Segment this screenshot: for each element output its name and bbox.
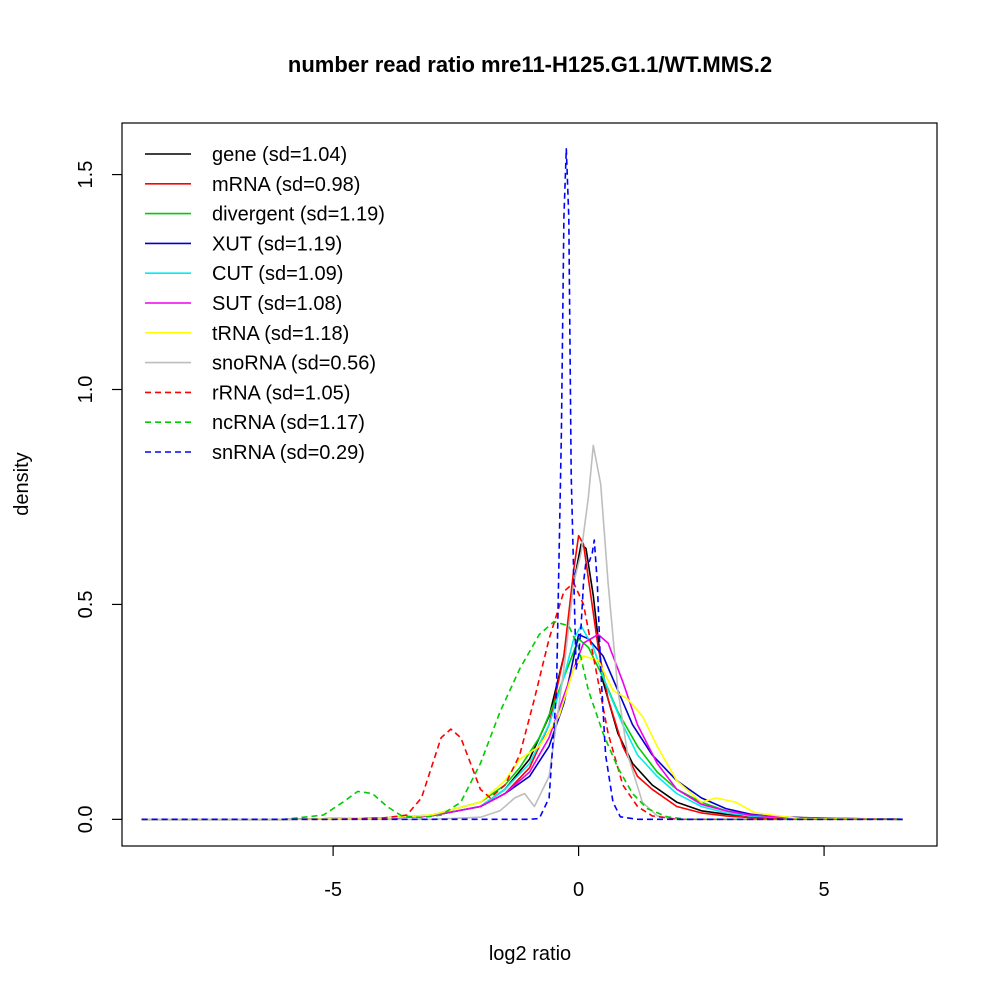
legend-label: snRNA (sd=0.29) bbox=[212, 442, 365, 464]
legend-label: SUT (sd=1.08) bbox=[212, 293, 342, 315]
x-axis-label: log2 ratio bbox=[489, 943, 571, 965]
series-line bbox=[141, 444, 903, 821]
legend-label: mRNA (sd=0.98) bbox=[212, 174, 360, 196]
x-tick-label: 5 bbox=[819, 879, 830, 901]
legend-label: snoRNA (sd=0.56) bbox=[212, 353, 376, 375]
x-tick-label: 0 bbox=[573, 879, 584, 901]
legend-label: ncRNA (sd=1.17) bbox=[212, 412, 365, 434]
series-line bbox=[141, 633, 903, 821]
series-line bbox=[141, 534, 903, 821]
series-line bbox=[141, 582, 903, 821]
y-tick-label: 1.5 bbox=[75, 161, 97, 189]
plot-frame bbox=[121, 122, 938, 847]
series-line bbox=[141, 625, 903, 821]
series-line bbox=[141, 655, 903, 821]
y-axis-label: density bbox=[11, 452, 33, 515]
series-line bbox=[141, 637, 903, 821]
y-tick-label: 1.0 bbox=[75, 376, 97, 404]
legend-label: divergent (sd=1.19) bbox=[212, 204, 385, 226]
legend-label: gene (sd=1.04) bbox=[212, 144, 347, 166]
chart-title: number read ratio mre11-H125.G1.1/WT.MMS… bbox=[288, 52, 772, 77]
y-tick-label: 0.5 bbox=[75, 591, 97, 619]
series-line bbox=[141, 620, 903, 821]
legend-label: CUT (sd=1.09) bbox=[212, 263, 343, 285]
series-line bbox=[141, 148, 903, 821]
legend-label: tRNA (sd=1.18) bbox=[212, 323, 349, 345]
axes: -5 0 5 0.0 0.5 1.0 1.5 bbox=[75, 161, 830, 901]
x-tick-label: -5 bbox=[324, 879, 342, 901]
legend-label: XUT (sd=1.19) bbox=[212, 233, 342, 255]
series-line bbox=[141, 633, 903, 821]
y-tick-label: 0.0 bbox=[75, 805, 97, 833]
density-lines bbox=[141, 148, 903, 821]
legend: gene (sd=1.04) mRNA (sd=0.98) divergent (s… bbox=[145, 144, 385, 464]
legend-label: rRNA (sd=1.05) bbox=[212, 382, 350, 404]
